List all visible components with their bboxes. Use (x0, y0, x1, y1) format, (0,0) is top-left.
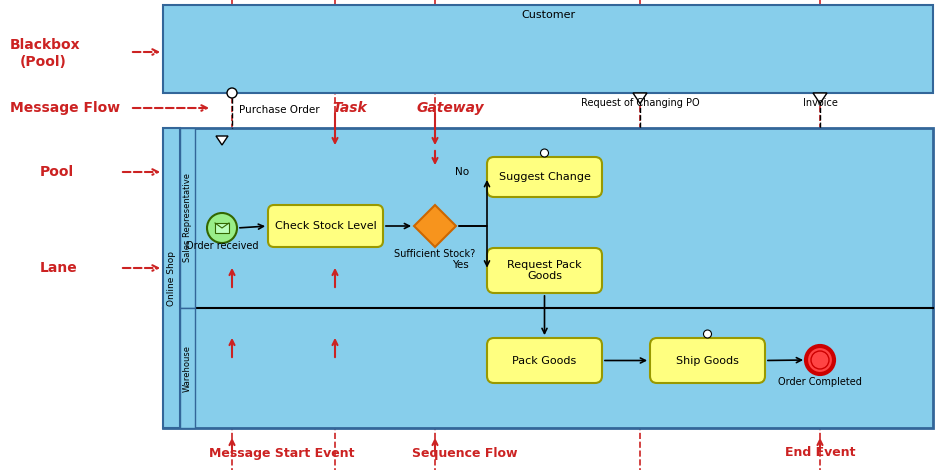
Text: No: No (455, 167, 469, 177)
Polygon shape (414, 205, 456, 247)
Text: Customer: Customer (521, 10, 575, 20)
Bar (163, 128, 933, 428)
Text: Sequence Flow: Sequence Flow (412, 446, 518, 460)
Text: Check Stock Level: Check Stock Level (274, 221, 376, 231)
Text: Ship Goods: Ship Goods (676, 355, 739, 366)
Text: Yes: Yes (452, 260, 469, 271)
Text: Pool: Pool (40, 165, 74, 179)
Text: Order Completed: Order Completed (778, 377, 862, 387)
Circle shape (811, 351, 829, 369)
FancyBboxPatch shape (650, 338, 765, 383)
Text: End Event: End Event (784, 446, 856, 460)
Bar (180, 128, 195, 308)
Circle shape (207, 213, 237, 243)
Circle shape (227, 88, 237, 98)
Polygon shape (216, 136, 228, 145)
FancyBboxPatch shape (268, 205, 383, 247)
FancyBboxPatch shape (487, 248, 602, 293)
Text: Gateway: Gateway (417, 101, 484, 115)
Bar (180, 308, 195, 428)
Text: Request of Changing PO: Request of Changing PO (580, 98, 699, 108)
Text: Pack Goods: Pack Goods (512, 355, 577, 366)
Text: Purchase Order: Purchase Order (239, 105, 319, 115)
Polygon shape (633, 93, 647, 103)
Circle shape (540, 149, 548, 157)
Text: Warehouse: Warehouse (183, 345, 192, 392)
Text: (Pool): (Pool) (20, 55, 66, 69)
Bar (163, 5, 933, 93)
Bar (163, 128, 180, 428)
Text: Sales Representative: Sales Representative (183, 173, 192, 263)
Text: Order received: Order received (185, 241, 258, 251)
Polygon shape (813, 93, 827, 103)
Text: Task: Task (332, 101, 367, 115)
Text: Online Shop: Online Shop (167, 251, 176, 306)
FancyBboxPatch shape (487, 157, 602, 197)
Text: Message Start Event: Message Start Event (210, 446, 355, 460)
Circle shape (806, 346, 834, 374)
Text: Sufficient Stock?: Sufficient Stock? (394, 249, 475, 259)
Text: Invoice: Invoice (802, 98, 838, 108)
Text: Request Pack
Goods: Request Pack Goods (507, 260, 582, 282)
Circle shape (704, 330, 711, 338)
Bar (215, 223, 229, 233)
Text: Blackbox: Blackbox (10, 38, 80, 52)
Text: Suggest Change: Suggest Change (499, 172, 591, 182)
FancyBboxPatch shape (487, 338, 602, 383)
Text: Message Flow: Message Flow (10, 101, 120, 115)
Text: Lane: Lane (40, 261, 78, 275)
